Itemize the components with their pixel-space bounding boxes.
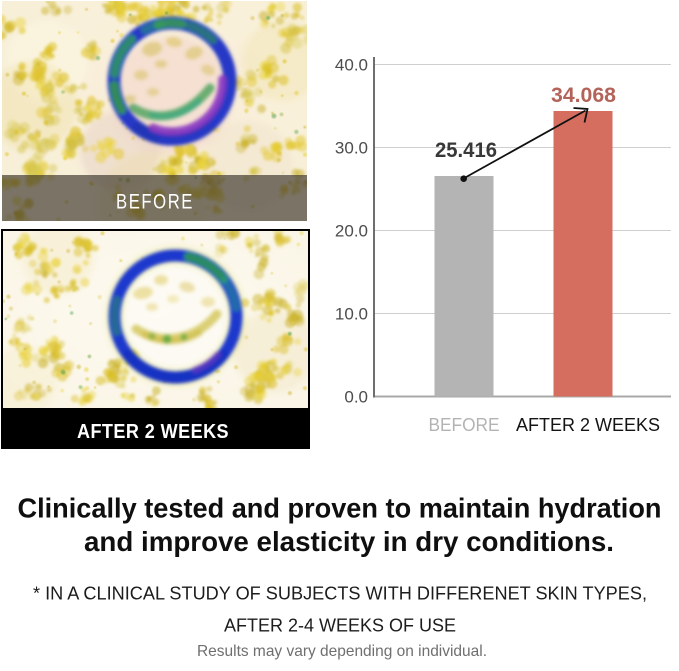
- svg-text:* IN A CLINICAL STUDY OF SUBJE: * IN A CLINICAL STUDY OF SUBJECTS WITH D…: [33, 583, 647, 604]
- svg-text:AFTER 2 WEEKS: AFTER 2 WEEKS: [516, 415, 660, 435]
- svg-text:25.416: 25.416: [435, 139, 497, 162]
- svg-text:AFTER 2 WEEKS: AFTER 2 WEEKS: [77, 420, 229, 443]
- svg-text:Clinically tested and proven t: Clinically tested and proven to maintain…: [18, 493, 662, 524]
- svg-text:10.0: 10.0: [335, 305, 368, 324]
- svg-text:0.0: 0.0: [344, 388, 368, 407]
- svg-text:and improve elasticity in dry: and improve elasticity in dry conditions…: [84, 526, 614, 557]
- svg-text:BEFORE: BEFORE: [429, 415, 500, 435]
- svg-text:40.0: 40.0: [335, 56, 368, 75]
- svg-text:30.0: 30.0: [335, 139, 368, 158]
- svg-text:AFTER 2-4 WEEKS OF USE: AFTER 2-4 WEEKS OF USE: [224, 615, 456, 636]
- svg-text:Results may vary depending on: Results may vary depending on individual…: [197, 643, 487, 660]
- svg-text:34.068: 34.068: [551, 84, 616, 107]
- svg-text:20.0: 20.0: [335, 222, 368, 241]
- svg-text:BEFORE: BEFORE: [116, 190, 194, 214]
